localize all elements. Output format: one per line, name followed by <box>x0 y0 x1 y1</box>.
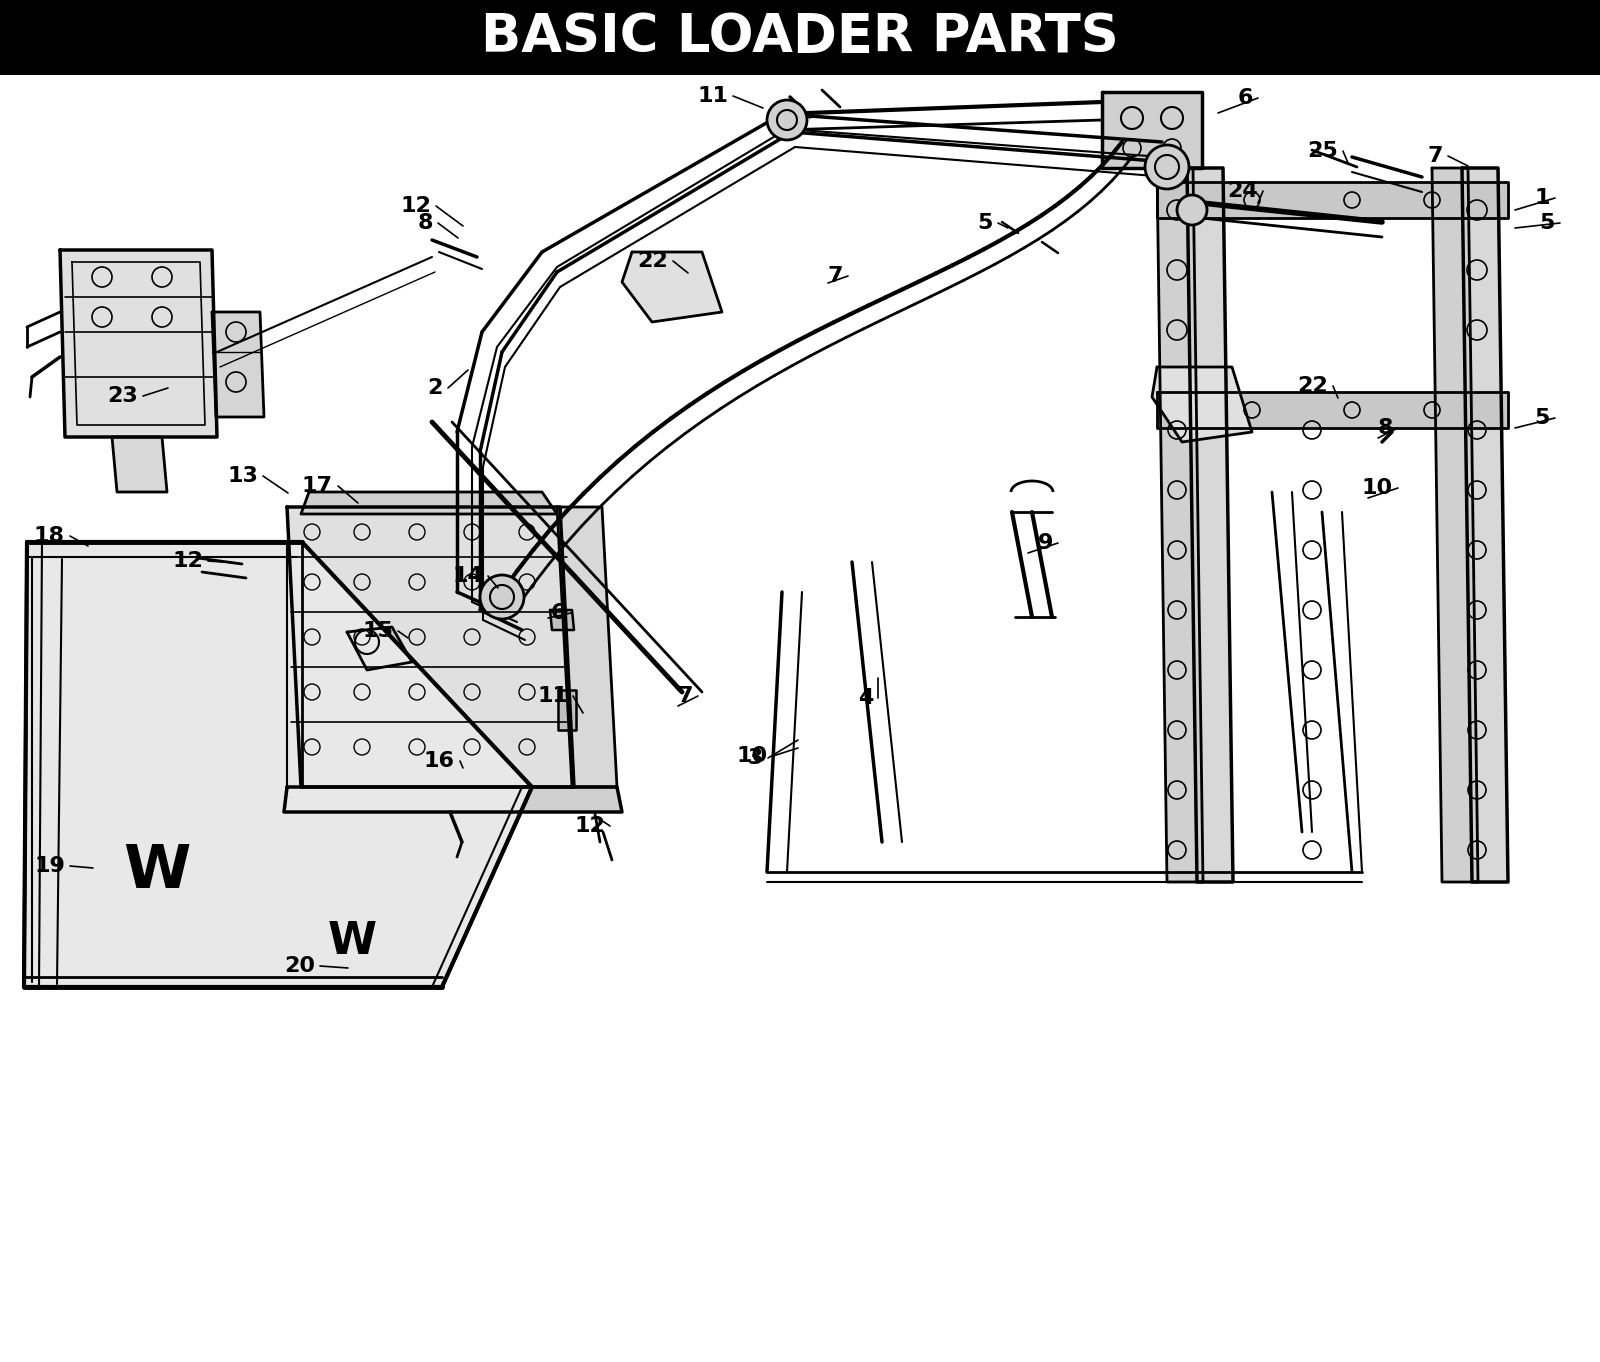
Text: 6: 6 <box>550 603 566 622</box>
Text: 9: 9 <box>1038 533 1053 553</box>
Text: 19: 19 <box>34 855 66 876</box>
Polygon shape <box>112 437 166 492</box>
Text: 24: 24 <box>1227 181 1258 202</box>
Text: 6: 6 <box>1237 89 1253 108</box>
Text: BASIC LOADER PARTS: BASIC LOADER PARTS <box>482 11 1118 63</box>
Polygon shape <box>1157 392 1507 428</box>
Text: 11: 11 <box>698 86 728 106</box>
Text: 11: 11 <box>538 686 568 706</box>
Polygon shape <box>1432 168 1478 883</box>
Text: 5: 5 <box>1539 212 1555 233</box>
Text: 1: 1 <box>1534 188 1550 208</box>
Polygon shape <box>550 610 574 631</box>
Circle shape <box>1146 144 1189 189</box>
Text: 7: 7 <box>827 266 843 286</box>
Polygon shape <box>301 492 557 513</box>
Text: 10: 10 <box>738 746 768 765</box>
Polygon shape <box>286 507 574 787</box>
Text: 7: 7 <box>677 686 693 706</box>
Bar <box>0 0 1600 75</box>
Polygon shape <box>1152 366 1251 443</box>
Polygon shape <box>1102 93 1202 168</box>
Text: 22: 22 <box>637 251 669 271</box>
Polygon shape <box>1157 168 1203 883</box>
Text: 23: 23 <box>107 385 138 406</box>
Text: 3: 3 <box>747 748 763 768</box>
Polygon shape <box>61 251 218 437</box>
Text: 8: 8 <box>1378 418 1394 439</box>
Text: 13: 13 <box>227 466 258 486</box>
Polygon shape <box>347 627 413 670</box>
Polygon shape <box>1187 168 1234 883</box>
Text: 2: 2 <box>427 379 443 398</box>
Circle shape <box>480 575 525 618</box>
Text: 14: 14 <box>453 567 483 586</box>
Text: 16: 16 <box>424 750 454 771</box>
Polygon shape <box>1462 168 1507 883</box>
Text: 17: 17 <box>302 475 333 496</box>
Text: 10: 10 <box>1362 478 1394 498</box>
Text: 5: 5 <box>1534 409 1550 428</box>
Circle shape <box>1178 195 1206 225</box>
Polygon shape <box>285 787 622 812</box>
Text: 8: 8 <box>418 212 434 233</box>
Polygon shape <box>1157 183 1507 218</box>
Text: W: W <box>123 843 190 902</box>
Text: 12: 12 <box>173 552 203 571</box>
Polygon shape <box>24 542 531 987</box>
Polygon shape <box>211 312 264 417</box>
Polygon shape <box>622 252 722 321</box>
Text: 18: 18 <box>34 526 66 546</box>
Polygon shape <box>558 691 576 730</box>
Text: 15: 15 <box>362 621 394 642</box>
Text: W: W <box>328 921 376 963</box>
Text: 12: 12 <box>400 196 430 217</box>
Text: 5: 5 <box>978 212 994 233</box>
Text: 7: 7 <box>1427 146 1443 166</box>
Text: 22: 22 <box>1298 376 1328 396</box>
Text: 25: 25 <box>1307 142 1338 161</box>
Text: 12: 12 <box>574 816 605 836</box>
Text: 4: 4 <box>858 688 874 708</box>
Circle shape <box>766 99 806 140</box>
Polygon shape <box>557 507 618 787</box>
Text: 20: 20 <box>285 956 315 977</box>
